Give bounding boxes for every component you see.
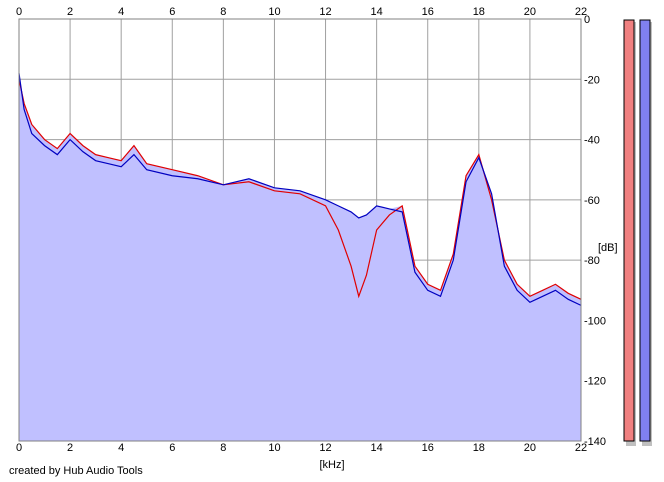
x-axis-top-tick-labels: 0 2 4 6 8 10 12 14 16 18 20 22 <box>16 6 587 18</box>
x-axis-bottom-tick-labels: 0 2 4 6 8 10 12 14 16 18 20 22 <box>16 442 587 454</box>
plot-border <box>18 18 582 442</box>
x-tick-label-bottom: 22 <box>575 442 587 454</box>
x-tick-label-top: 14 <box>371 6 383 18</box>
x-tick-label-top: 12 <box>319 6 331 18</box>
credit-text: created by Hub Audio Tools <box>9 465 143 477</box>
x-tick-label-bottom: 20 <box>524 442 536 454</box>
x-tick-label-bottom: 0 <box>16 442 22 454</box>
x-tick-label-bottom: 2 <box>67 442 73 454</box>
y-tick-label: -100 <box>584 315 606 327</box>
x-tick-label-bottom: 10 <box>268 442 280 454</box>
y-tick-label: -20 <box>584 74 600 86</box>
y-tick-label: -60 <box>584 195 600 207</box>
x-tick-label-top: 4 <box>118 6 124 18</box>
y-tick-label: -140 <box>584 436 606 448</box>
x-tick-label-top: 22 <box>575 6 587 18</box>
spectrum-area-fill <box>19 73 581 441</box>
x-tick-label-top: 8 <box>220 6 226 18</box>
x-tick-label-top: 20 <box>524 6 536 18</box>
y-tick-label: -120 <box>584 376 606 388</box>
y-tick-label: 0 <box>584 14 590 26</box>
x-tick-label-top: 10 <box>268 6 280 18</box>
y-axis-unit-label: [dB] <box>598 242 618 254</box>
level-meters <box>623 19 652 446</box>
level-meter-right <box>639 19 651 442</box>
x-tick-label-bottom: 14 <box>371 442 383 454</box>
x-tick-label-bottom: 8 <box>220 442 226 454</box>
series-lines <box>18 73 582 306</box>
series-line-2 <box>18 73 582 306</box>
y-axis-tick-labels: 0 -20 -40 -60 -80 -100 -120 -140 <box>584 14 606 448</box>
y-tick-label: -40 <box>584 135 600 147</box>
x-tick-label-top: 0 <box>16 6 22 18</box>
x-tick-label-bottom: 12 <box>319 442 331 454</box>
level-meter-left <box>623 19 635 442</box>
x-tick-label-bottom: 6 <box>169 442 175 454</box>
y-tick-label: -80 <box>584 255 600 267</box>
x-tick-label-bottom: 16 <box>422 442 434 454</box>
x-tick-label-bottom: 18 <box>473 442 485 454</box>
x-tick-label-top: 16 <box>422 6 434 18</box>
x-axis-unit-label: [kHz] <box>319 459 344 471</box>
x-tick-label-top: 6 <box>169 6 175 18</box>
x-tick-label-top: 2 <box>67 6 73 18</box>
x-tick-label-bottom: 4 <box>118 442 124 454</box>
x-tick-label-top: 18 <box>473 6 485 18</box>
